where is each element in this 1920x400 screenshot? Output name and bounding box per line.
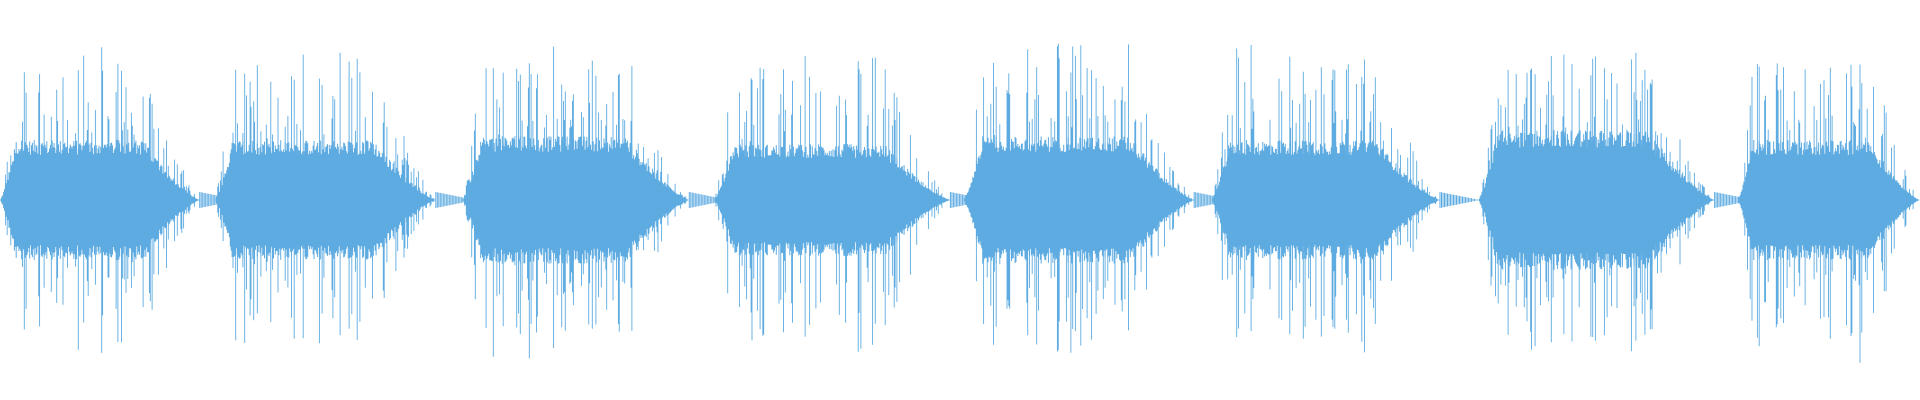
burst-4-core xyxy=(714,144,990,256)
burst-2-core xyxy=(215,140,476,260)
burst-5-core xyxy=(964,136,1234,264)
burst-6-core xyxy=(1211,140,1480,260)
burst-1-core xyxy=(0,140,240,260)
burst-7-core xyxy=(1478,130,1755,270)
burst-8-core xyxy=(1738,140,1920,260)
bursts-group xyxy=(0,43,1920,363)
burst-3-core xyxy=(463,136,729,264)
